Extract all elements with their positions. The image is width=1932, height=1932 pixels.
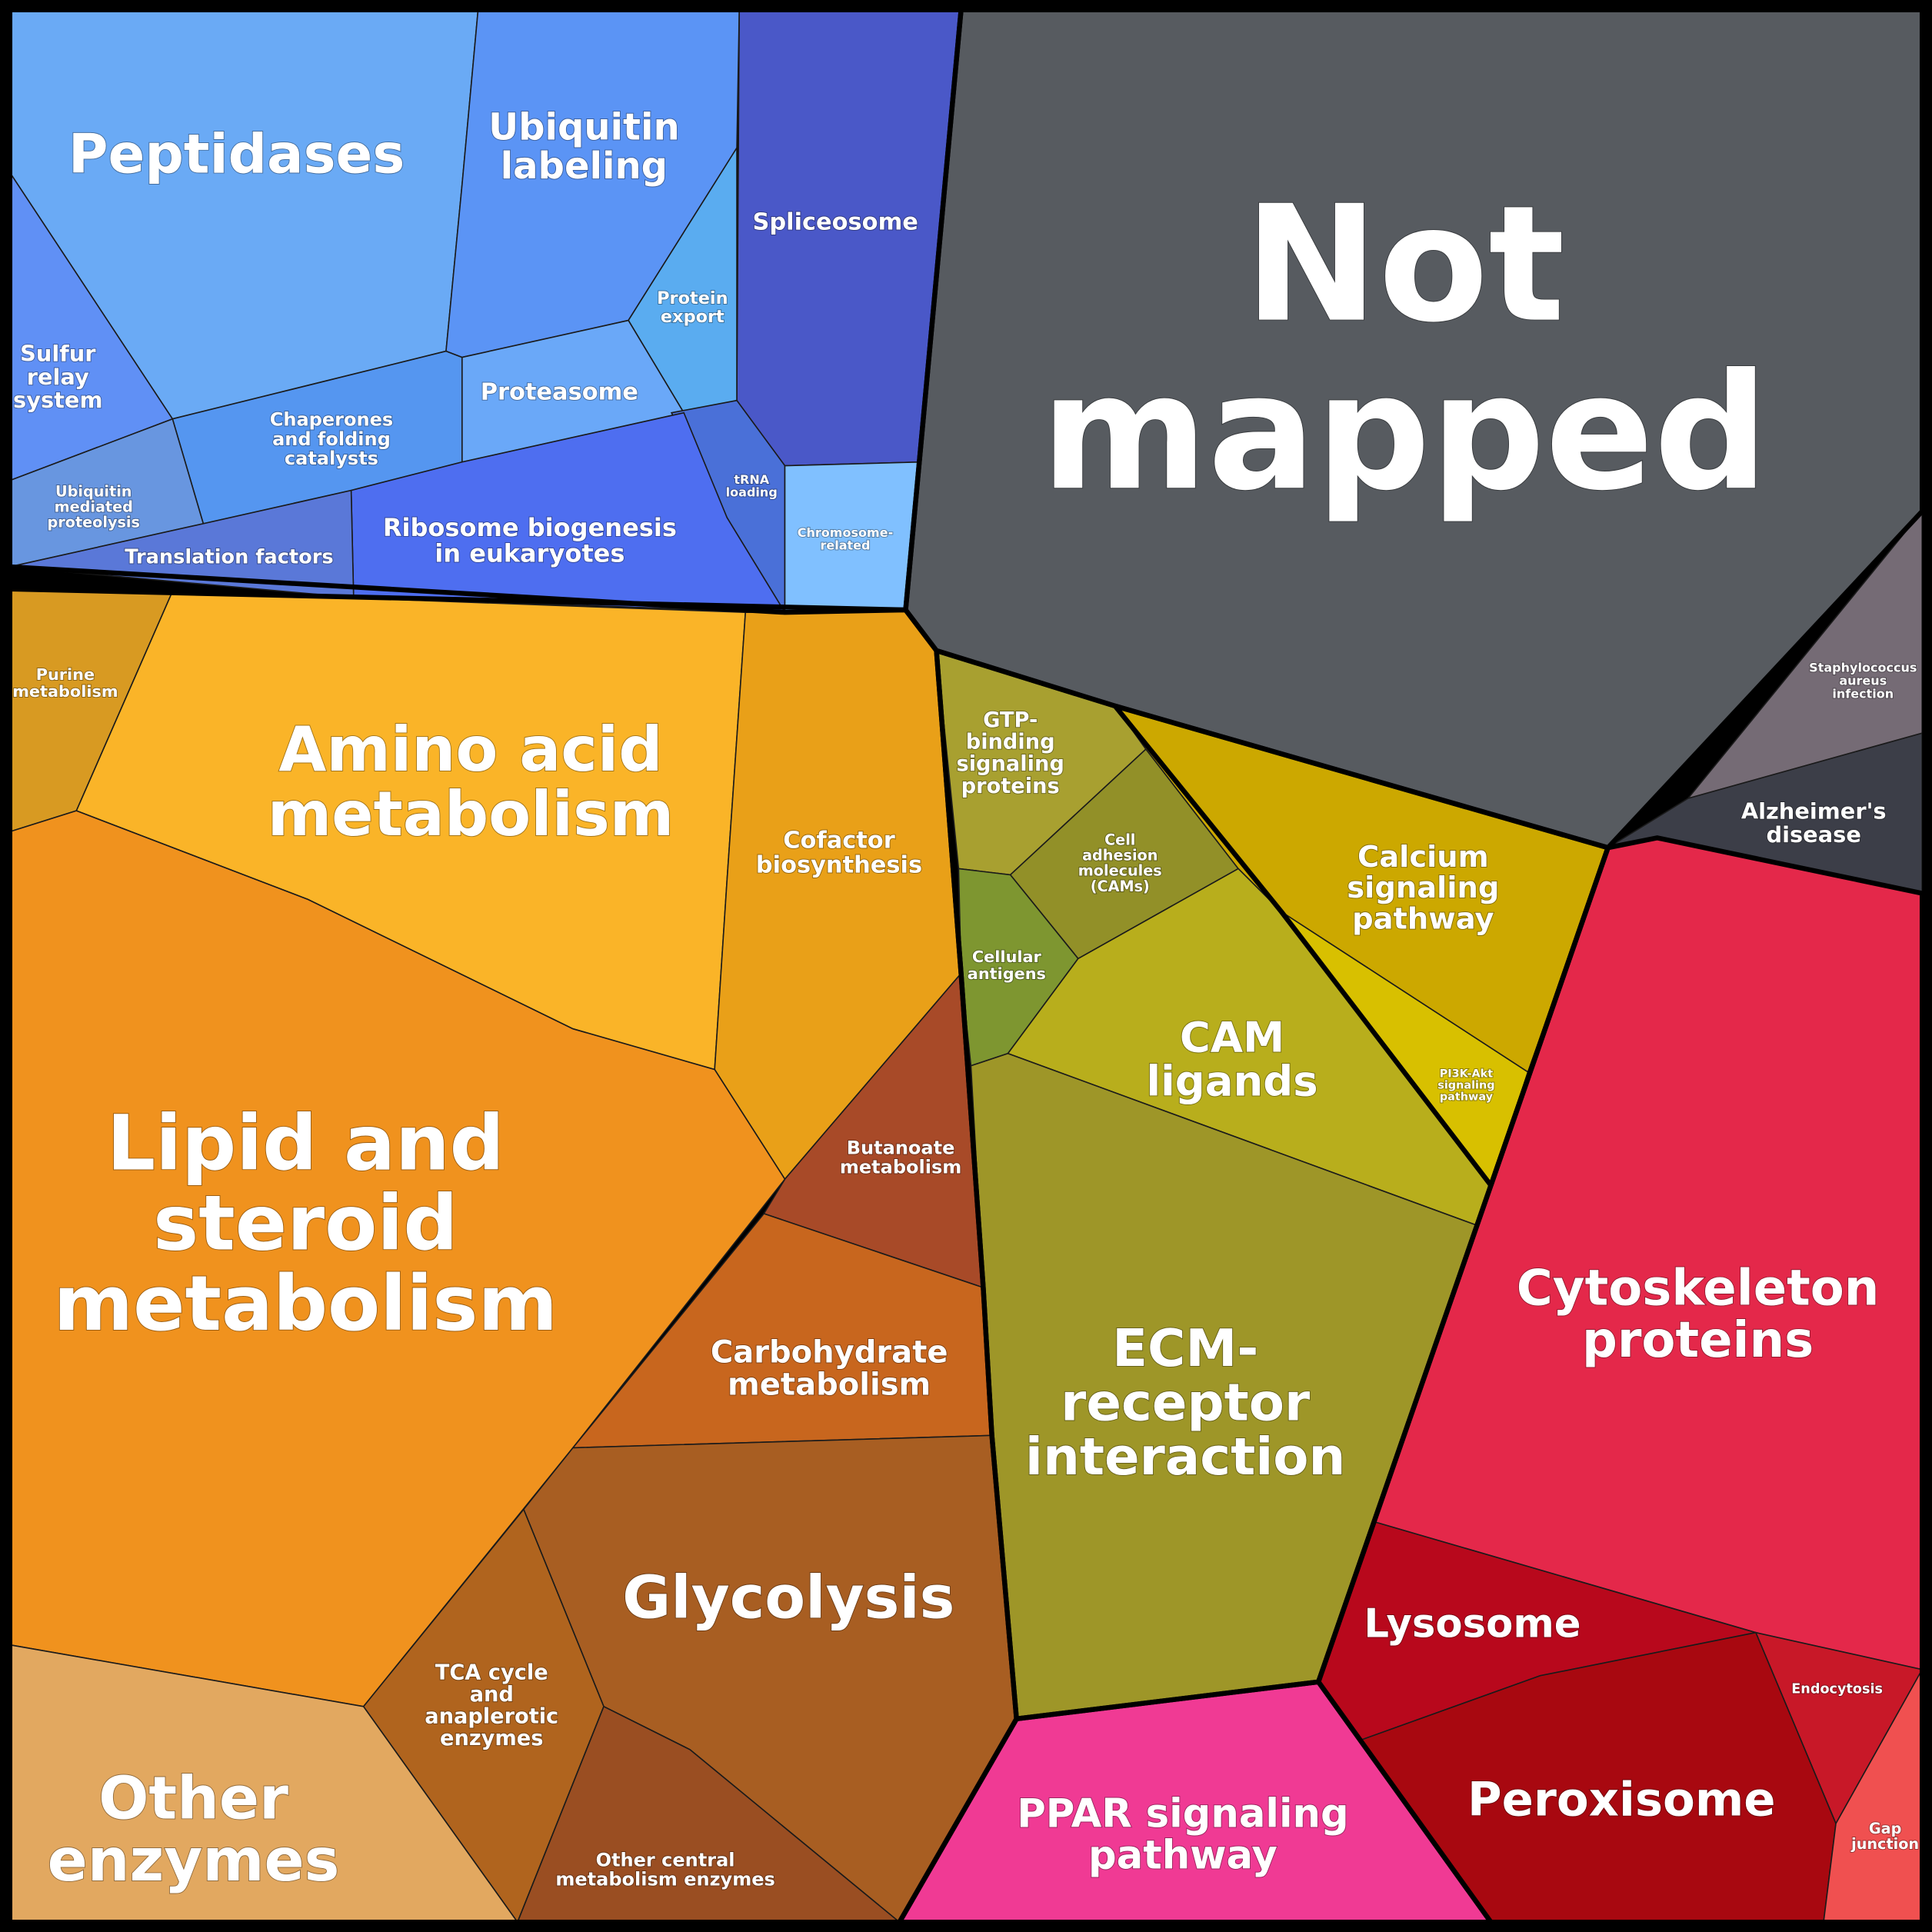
cell-label: ECM-	[1112, 1318, 1258, 1378]
cell-label: labeling	[501, 145, 668, 188]
cell-label: Gap	[1869, 1820, 1902, 1837]
cell-label: Protein	[657, 288, 728, 308]
cell-label: metabolism	[268, 778, 675, 850]
cell-label: Proteasome	[481, 379, 638, 406]
cell-label: mapped	[1041, 340, 1768, 526]
cell-label: Cytoskeleton	[1517, 1261, 1880, 1317]
cell-label: molecules	[1078, 862, 1162, 880]
cell-label: Peroxisome	[1467, 1772, 1776, 1827]
cell-label: enzymes	[48, 1827, 340, 1895]
cell-label: mediated	[55, 498, 133, 516]
cell-label: Calcium	[1357, 840, 1489, 874]
cell-label: Ubiquitin	[488, 106, 680, 149]
cell-label: metabolism	[728, 1367, 931, 1402]
cell-label: relay	[27, 364, 89, 390]
cell-label: infection	[1832, 686, 1894, 701]
cell-label: proteins	[961, 774, 1060, 798]
cell-label: anaplerotic	[425, 1705, 558, 1729]
cell-label: export	[661, 307, 724, 327]
cell-label: proteins	[1582, 1312, 1814, 1369]
cell-label: Chromosome-	[798, 525, 893, 540]
cell-label: Other	[98, 1764, 288, 1833]
cell-label: Lipid and	[107, 1099, 505, 1188]
cell-label: disease	[1767, 821, 1861, 848]
cell-label: Lysosome	[1364, 1601, 1581, 1647]
cell-label: metabolism	[840, 1157, 961, 1178]
cell-label: TCA cycle	[435, 1661, 548, 1684]
cell-label: enzymes	[440, 1727, 543, 1750]
cell-label: receptor	[1061, 1372, 1310, 1432]
cell-label: and folding	[272, 428, 391, 450]
cell-label: Alzheimer's	[1741, 798, 1887, 824]
cell-label: Cellular	[972, 948, 1042, 966]
cell-label: tRNA	[734, 472, 769, 487]
cell-label: junction	[1850, 1835, 1919, 1853]
cell-label: Spliceosome	[752, 208, 918, 235]
cell-label: signaling	[1347, 871, 1499, 905]
cell-label: Sulfur	[20, 341, 96, 367]
cell-label: loading	[726, 485, 778, 500]
cell-label: metabolism	[54, 1260, 558, 1348]
cell-label: metabolism enzymes	[555, 1869, 774, 1890]
cell-label: antigens	[968, 964, 1046, 983]
cell-label: (CAMs)	[1091, 878, 1150, 895]
cell-label: pathway	[1088, 1833, 1277, 1879]
cell-label: Translation factors	[125, 546, 333, 569]
cell-label: CAM	[1180, 1012, 1284, 1061]
cell-label: steroid	[153, 1180, 458, 1268]
cell-label: Staphylococcus	[1809, 661, 1917, 675]
cell-label: Purine	[36, 665, 95, 684]
cell-label: adhesion	[1082, 846, 1158, 864]
cell-label: metabolism	[12, 682, 118, 701]
cell-label: Chaperones	[270, 409, 393, 431]
cell-label: in eukaryotes	[435, 539, 625, 568]
cell-label: GTP-	[983, 708, 1038, 732]
cell-label: Endocytosis	[1791, 1681, 1883, 1697]
cell-label: catalysts	[285, 448, 378, 469]
cell-label: Ribosome biogenesis	[383, 513, 677, 542]
cell-label: PPAR signaling	[1017, 1791, 1349, 1837]
cell-label: signaling	[1437, 1079, 1494, 1091]
cell-label: related	[820, 538, 870, 553]
cell-label: Other central	[596, 1849, 735, 1870]
cell-label: interaction	[1025, 1427, 1345, 1487]
cell-label: Not	[1244, 172, 1565, 358]
cell-label: Amino acid	[278, 714, 662, 785]
cell-label: Glycolysis	[622, 1564, 954, 1633]
cell-label: signaling	[957, 752, 1064, 776]
cell-label: Cell	[1104, 831, 1135, 848]
cell-label: pathway	[1440, 1091, 1494, 1104]
labels: Peptidases UbiquitinlabelingSpliceosomePr…	[12, 105, 1920, 1897]
cell-label: Butanoate	[847, 1137, 955, 1158]
cell-label: PI3K-Akt	[1440, 1068, 1494, 1080]
cell-label: Cofactor	[783, 828, 894, 854]
cell-label: Peptidases	[68, 123, 405, 186]
cell-label: ligands	[1146, 1057, 1317, 1106]
cell-label: binding	[966, 731, 1055, 754]
cell-label: system	[13, 387, 102, 413]
cell-label: Ubiquitin	[55, 482, 132, 500]
cell-label: biosynthesis	[756, 852, 922, 879]
cell-label: proteolysis	[48, 514, 140, 531]
cell-label: aureus	[1839, 673, 1887, 688]
cell-label: Carbohydrate	[711, 1334, 948, 1370]
cells	[9, 9, 1924, 1924]
cell-label: and	[470, 1683, 514, 1707]
cell-label: pathway	[1352, 902, 1494, 937]
